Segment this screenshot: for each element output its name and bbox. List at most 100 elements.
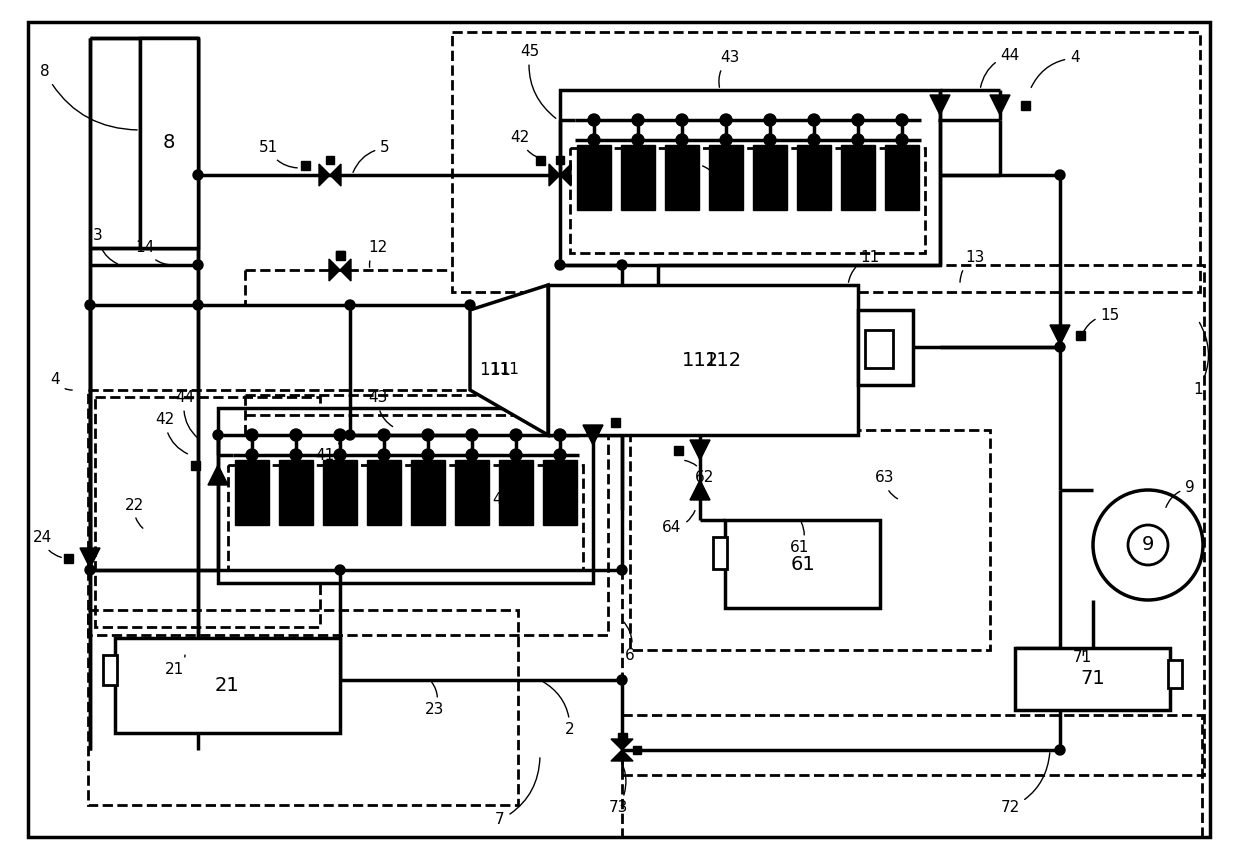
Bar [548,285,858,435]
Circle shape [1055,170,1065,180]
Text: 71: 71 [1073,651,1091,666]
Text: 12: 12 [368,240,388,267]
Text: 44: 44 [981,47,1019,87]
Text: 63: 63 [875,470,898,499]
Circle shape [1055,342,1065,352]
Text: 71: 71 [1080,670,1105,689]
Text: 73: 73 [609,758,627,815]
Bar [1016,648,1171,710]
Circle shape [345,300,355,310]
Text: 9: 9 [1166,480,1195,507]
Text: 111: 111 [479,361,511,379]
Text: 62: 62 [684,461,714,486]
Circle shape [334,429,346,441]
Circle shape [588,134,600,146]
Circle shape [193,300,203,310]
Text: 43: 43 [719,51,740,87]
Text: 61: 61 [790,554,815,573]
Circle shape [510,429,522,441]
Text: 6: 6 [624,622,635,662]
Text: 44: 44 [175,391,198,438]
Bar [1021,101,1029,109]
Polygon shape [340,259,351,281]
Polygon shape [549,164,560,186]
Bar [95,397,320,627]
Bar [300,160,310,170]
Bar [1075,331,1085,339]
Bar [140,38,198,248]
Text: 5: 5 [353,140,389,172]
Bar [753,145,787,210]
Polygon shape [470,285,548,435]
Circle shape [1055,745,1065,755]
Text: 24: 24 [32,530,61,557]
Circle shape [422,449,434,461]
Bar [88,610,518,805]
Text: 3: 3 [93,227,118,263]
Bar [610,418,620,426]
Bar [618,733,626,741]
Text: 11: 11 [848,251,879,282]
Bar [218,408,593,583]
Bar [336,251,343,259]
Polygon shape [611,750,632,761]
Text: 112: 112 [682,350,718,369]
Bar [665,145,699,210]
Circle shape [720,114,732,126]
Bar [326,156,334,164]
Bar [115,638,340,733]
Text: 8: 8 [162,133,175,152]
Bar [622,265,1204,775]
Bar [622,715,1202,837]
Polygon shape [1050,325,1070,345]
Bar [63,554,72,562]
Polygon shape [583,425,603,445]
Bar [556,156,564,164]
Circle shape [808,134,820,146]
Bar [841,145,875,210]
Bar [336,251,345,259]
Bar [536,156,544,164]
Bar [367,460,401,525]
Circle shape [193,170,203,180]
Bar [725,520,880,608]
Circle shape [618,260,627,270]
Bar [191,461,200,469]
Circle shape [852,114,864,126]
Bar [279,460,312,525]
Circle shape [808,114,820,126]
Text: 1: 1 [1193,322,1209,398]
Text: 4: 4 [1032,51,1080,88]
Circle shape [1092,490,1203,600]
Circle shape [897,134,908,146]
Text: 13: 13 [960,251,985,282]
Circle shape [1128,525,1168,565]
Bar [322,460,357,525]
Polygon shape [329,259,340,281]
Circle shape [466,449,477,461]
Polygon shape [330,164,341,186]
Polygon shape [560,164,570,186]
Bar [632,746,641,754]
Text: 42: 42 [511,131,546,159]
Circle shape [554,429,565,441]
Text: 72: 72 [1001,753,1050,815]
Circle shape [86,300,95,310]
Text: 41: 41 [703,166,729,195]
Bar [1168,660,1182,688]
Text: 41: 41 [315,443,340,462]
Circle shape [510,449,522,461]
Text: 111: 111 [491,362,520,377]
Bar [577,145,611,210]
Circle shape [335,565,345,575]
Circle shape [290,449,303,461]
Polygon shape [990,95,1011,115]
Circle shape [897,114,908,126]
Circle shape [554,449,565,461]
Circle shape [676,134,688,146]
Bar [858,310,913,385]
Bar [709,145,743,210]
Bar [236,460,269,525]
Text: 2: 2 [542,681,575,738]
Circle shape [764,134,776,146]
